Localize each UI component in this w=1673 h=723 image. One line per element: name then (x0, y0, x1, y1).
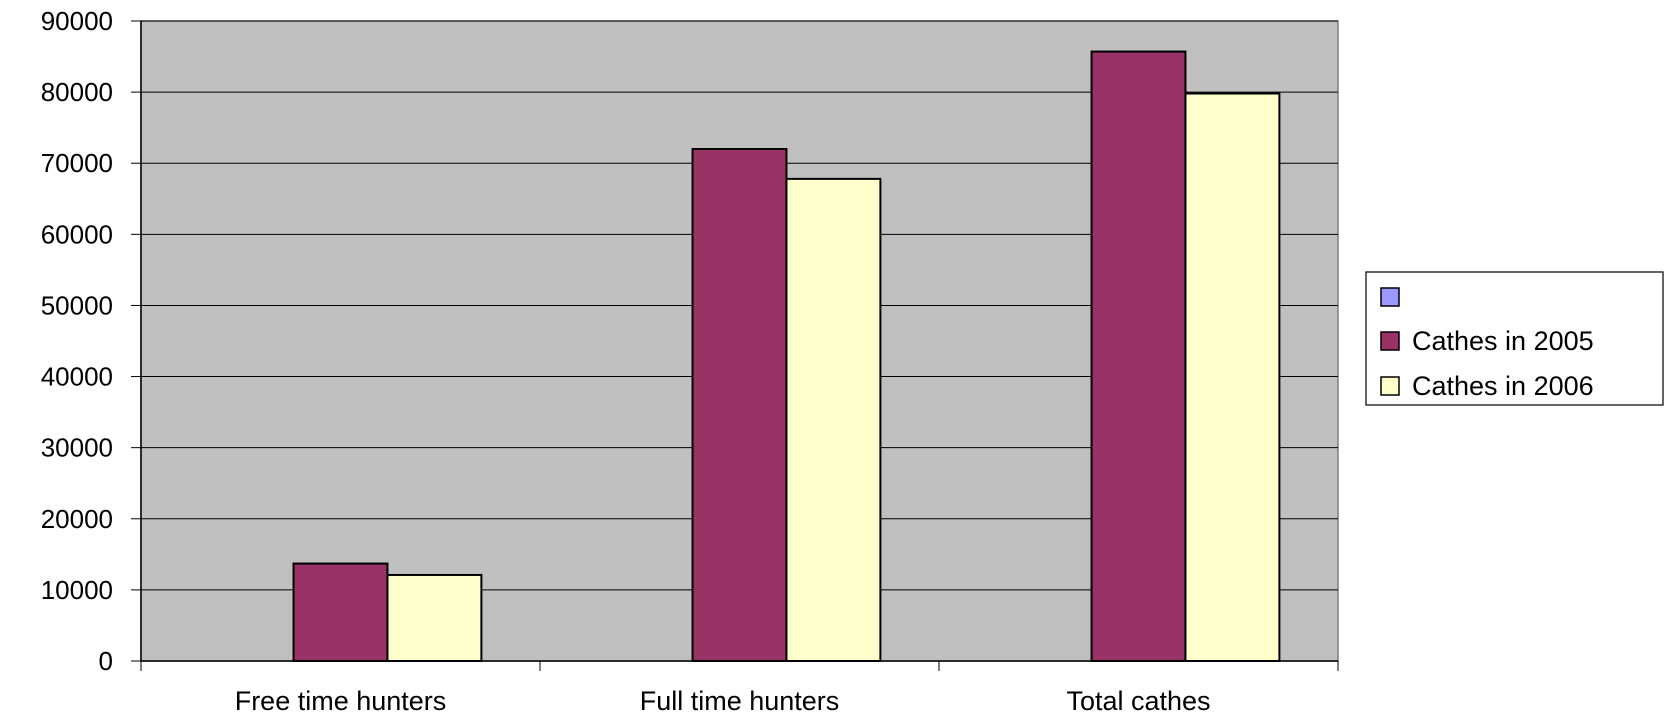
x-tick-label: Free time hunters (235, 686, 447, 716)
y-tick-label: 20000 (41, 504, 113, 534)
y-tick-label: 90000 (41, 6, 113, 36)
bar-cathes-in-2006 (386, 573, 483, 663)
legend-swatch (1380, 331, 1400, 351)
legend-box (1365, 271, 1664, 406)
axes (131, 20, 1339, 671)
y-tick-label: 80000 (41, 77, 113, 107)
y-axis-tick-labels: 0 10000 20000 30000 40000 50000 60000 70000 8000… (41, 6, 113, 676)
bar-cathes-in-2006 (785, 177, 882, 662)
y-tick-label: 10000 (41, 575, 113, 605)
bar-cathes-in-2005 (1090, 50, 1187, 663)
legend-label: Cathes in 2006 (1412, 371, 1594, 401)
legend-swatch (1380, 287, 1400, 307)
y-tick-label: 70000 (41, 148, 113, 178)
x-tick-label: Total cathes (1066, 686, 1210, 716)
y-tick-label: 30000 (41, 433, 113, 463)
bar-cathes-in-2005 (691, 148, 788, 662)
y-tick-label: 60000 (41, 219, 113, 249)
x-tick-label: Full time hunters (640, 686, 840, 716)
bars (292, 50, 1281, 663)
y-tick-label: 0 (99, 646, 113, 676)
legend: Cathes in 2005 Cathes in 2006 (1365, 271, 1664, 406)
y-tick-label: 40000 (41, 362, 113, 392)
legend-swatch (1380, 376, 1400, 396)
bar-cathes-in-2006 (1184, 92, 1281, 663)
y-tick-label: 50000 (41, 290, 113, 320)
bar-cathes-in-2005 (292, 562, 389, 662)
x-axis-tick-labels: Free time hunters Full time hunters Total … (235, 686, 1211, 716)
legend-label: Cathes in 2005 (1412, 326, 1594, 356)
